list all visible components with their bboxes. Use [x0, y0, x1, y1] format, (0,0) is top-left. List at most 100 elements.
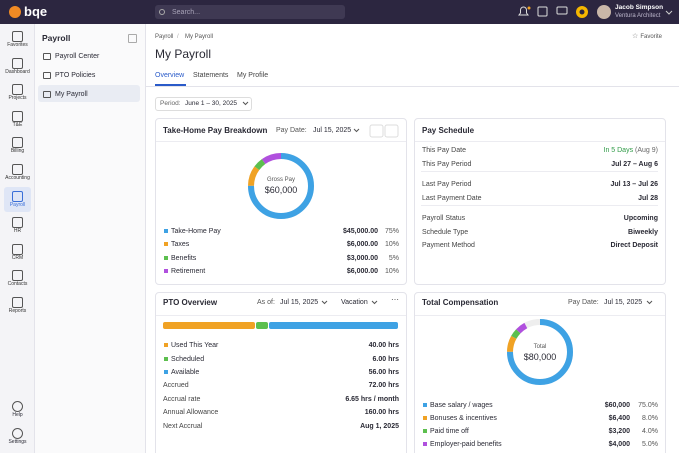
period-label: Period: [160, 100, 181, 107]
nav-label[interactable]: Dashboard [5, 68, 30, 75]
legend-name: Retirement [171, 268, 206, 275]
pay-date-label: Pay Date: [568, 299, 599, 306]
schedule-value: Upcoming [623, 215, 658, 222]
nav-icon[interactable] [12, 217, 23, 229]
nav-icon[interactable] [12, 297, 23, 308]
type[interactable]: Vacation [341, 299, 368, 306]
table-toggle[interactable] [384, 124, 399, 138]
card-divider [156, 141, 406, 142]
donut-label: Total [533, 344, 547, 350]
legend-name: Scheduled [171, 355, 205, 363]
subnav-title: Payroll [42, 33, 71, 43]
legend-swatch [164, 356, 168, 361]
nav-label[interactable]: Billing [10, 148, 25, 155]
legend-swatch [164, 256, 168, 260]
nav-label[interactable]: CRM [11, 254, 24, 261]
legend-name: Taxes [171, 241, 190, 248]
as-of[interactable]: Jul 15, 2025 [280, 299, 319, 306]
chart-toggle[interactable] [369, 124, 384, 138]
nav-icon[interactable] [12, 427, 23, 439]
nav-label[interactable]: Payroll [9, 201, 26, 208]
nav-icon[interactable] [12, 110, 23, 122]
subnav-icon [43, 53, 51, 60]
logo-icon [9, 6, 21, 18]
schedule-value: In 5 Days (Aug 9) [604, 147, 659, 154]
donut-label: Gross Pay [266, 177, 295, 183]
breadcrumb: My Payroll [185, 34, 214, 40]
nav-icon[interactable] [12, 57, 23, 69]
legend-amount: $4,000 [608, 441, 630, 448]
nav-label[interactable]: Reports [8, 308, 27, 314]
subnav-icon [43, 72, 51, 79]
pto-bar [163, 322, 255, 329]
legend-share: 4.0% [642, 428, 658, 435]
card [155, 118, 407, 285]
nav-label[interactable]: T&E [12, 121, 23, 128]
nav-label[interactable]: Favorites [7, 42, 28, 48]
pay-date[interactable]: Jul 15, 2025 [604, 299, 643, 306]
nav-label[interactable]: Accounting [5, 175, 30, 181]
bell-icon[interactable] [518, 6, 529, 16]
tab[interactable]: My Profile [237, 72, 269, 79]
schedule-value: Jul 27 – Aug 6 [611, 161, 658, 168]
more[interactable]: ⋯ [391, 295, 399, 304]
legend-swatch [164, 343, 168, 347]
legend-hours: 56.00 hrs [368, 369, 399, 376]
subnav-item[interactable]: My Payroll [55, 91, 88, 98]
nav-label[interactable]: Contacts [7, 281, 28, 288]
detail-label: Accrued [163, 382, 189, 389]
card-divider [415, 141, 665, 142]
chat-icon[interactable] [556, 6, 568, 15]
calendar-icon[interactable] [537, 6, 548, 17]
legend-share: 8.0% [642, 415, 658, 422]
chevron[interactable] [665, 10, 673, 15]
nav-icon[interactable] [12, 401, 23, 412]
schedule-value: Jul 13 – Jul 26 [611, 181, 658, 188]
period-dropdown[interactable] [155, 97, 252, 111]
card-divider [156, 315, 406, 316]
detail-label: Next Accrual [163, 422, 203, 430]
schedule-label: Last Pay Period [422, 181, 472, 188]
nav-label[interactable]: Projects [8, 95, 27, 102]
search-box[interactable] [155, 5, 345, 19]
pay-date[interactable]: Jul 15, 2025 [313, 127, 352, 134]
subnav-item[interactable]: PTO Policies [55, 72, 96, 79]
favorite[interactable]: Favorite [640, 34, 662, 40]
subnav-item[interactable]: Payroll Center [55, 53, 100, 60]
nav-icon[interactable] [12, 164, 23, 175]
search-placeholder: Search... [172, 9, 201, 16]
nav-icon[interactable] [12, 31, 23, 42]
legend-amount: $3,000.00 [346, 255, 378, 262]
nav-label[interactable]: Help [12, 412, 23, 418]
tab[interactable]: Statements [193, 72, 229, 79]
logo: bqe [24, 4, 48, 19]
period-value: June 1 – 30, 2025 [185, 100, 238, 107]
nav-icon[interactable] [12, 243, 23, 255]
schedule-value: Direct Deposit [611, 242, 658, 249]
tab[interactable]: Overview [155, 72, 185, 79]
card [414, 118, 666, 285]
as-of-label: As of: [257, 299, 275, 306]
card-title: Pay Schedule [422, 126, 475, 135]
nav-icon[interactable] [12, 190, 23, 202]
schedule-note: (Aug 9) [635, 147, 658, 154]
card [414, 292, 666, 453]
card-title: PTO Overview [163, 298, 218, 307]
legend-swatch [164, 269, 168, 273]
donut-segment [507, 319, 573, 385]
schedule-label: Payroll Status [422, 215, 466, 222]
nav-icon[interactable] [12, 84, 23, 96]
nav-icon[interactable] [12, 270, 23, 282]
avatar[interactable] [597, 5, 611, 19]
user-role: Ventura Architect [615, 13, 661, 19]
breadcrumb[interactable]: Payroll [155, 34, 174, 40]
card-divider [421, 205, 658, 206]
tab-divider [146, 86, 679, 87]
nav-label[interactable]: HR [13, 228, 22, 235]
collapse-icon[interactable] [128, 34, 137, 43]
nav-icon[interactable] [12, 137, 23, 149]
legend-share: 10% [384, 241, 399, 248]
nav-label[interactable]: Settings [8, 438, 27, 445]
card-divider [415, 315, 665, 316]
